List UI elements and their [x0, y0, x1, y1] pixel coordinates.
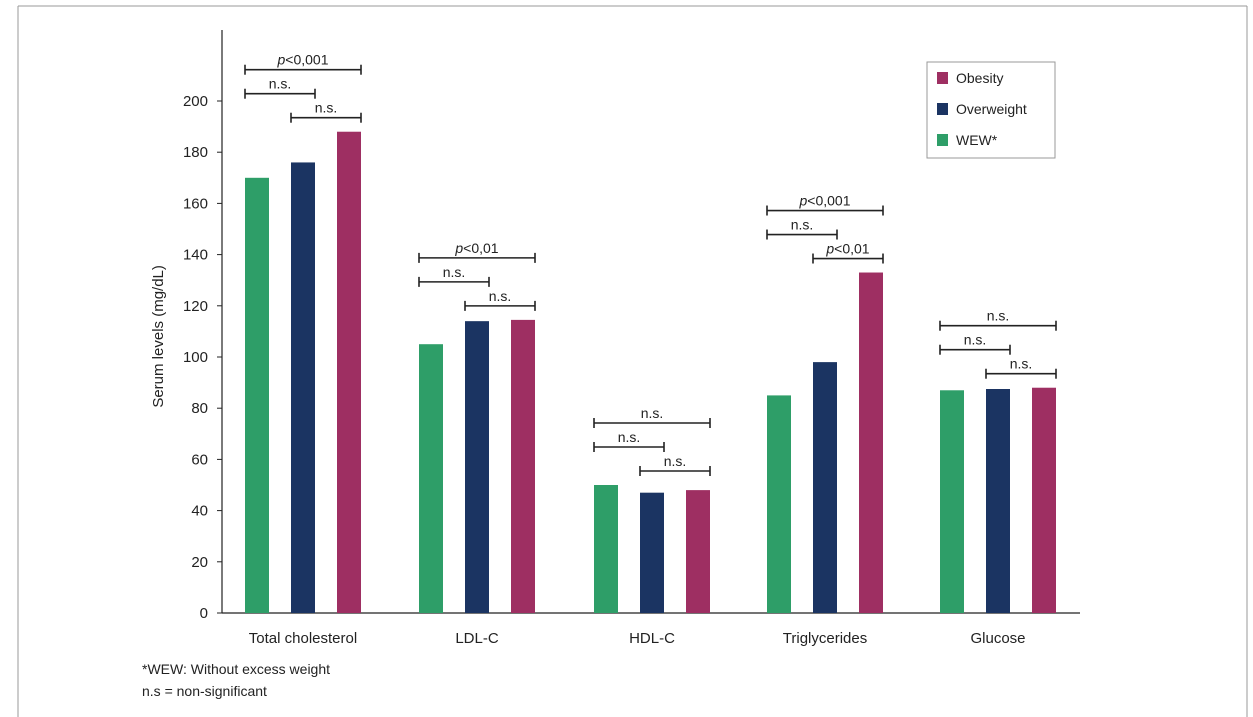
bracket-label: n.s.	[791, 217, 814, 233]
legend-label: WEW*	[956, 132, 998, 148]
y-tick-label: 80	[191, 400, 208, 417]
bar	[986, 389, 1010, 613]
legend: Obesity Overweight WEW*	[926, 61, 1056, 159]
bar	[767, 395, 791, 613]
y-tick-label: 20	[191, 554, 208, 571]
bar	[640, 492, 664, 613]
bar	[594, 485, 618, 613]
footnote-wew: *WEW: Without excess weight	[142, 661, 331, 677]
p-value: <0,01	[463, 240, 499, 256]
p-value: <0,01	[834, 241, 870, 257]
legend-box	[926, 61, 1056, 159]
y-tick-label: 40	[191, 503, 208, 520]
bar	[859, 272, 883, 613]
x-tick-label: LDL-C	[455, 630, 499, 647]
bracket-label: n.s.	[269, 76, 292, 92]
y-tick-label: 180	[183, 144, 208, 161]
p-value: <0,001	[285, 52, 328, 68]
bracket-label: n.s.	[618, 429, 641, 445]
p-symbol: p	[454, 240, 463, 256]
bar	[337, 131, 361, 613]
bracket-label: p<0,001	[276, 52, 328, 68]
y-tick-label: 120	[183, 298, 208, 315]
y-tick-label: 160	[183, 195, 208, 212]
x-tick-label: Triglycerides	[783, 630, 867, 647]
x-tick-label: Glucose	[970, 630, 1025, 647]
y-tick-label: 60	[191, 451, 208, 468]
bar	[291, 162, 315, 613]
bar	[686, 490, 710, 613]
x-tick-label: HDL-C	[629, 630, 675, 647]
bar	[465, 321, 489, 613]
y-tick-label: 200	[183, 93, 208, 110]
bar	[813, 362, 837, 613]
p-symbol: p	[825, 241, 834, 257]
bar	[245, 177, 269, 614]
p-symbol: p	[798, 193, 807, 209]
bar	[940, 390, 964, 613]
bracket-label: n.s.	[987, 308, 1010, 324]
bar	[511, 319, 535, 613]
y-axis-label: Serum levels (mg/dL)	[150, 265, 167, 408]
bar	[1032, 387, 1056, 613]
bracket-label: p<0,01	[825, 241, 869, 257]
y-tick-label: 140	[183, 247, 208, 264]
bracket-label: n.s.	[315, 100, 338, 116]
legend-swatch	[937, 103, 948, 115]
legend-label: Obesity	[956, 70, 1003, 86]
footnote-ns: n.s = non-significant	[142, 683, 267, 699]
x-tick-label: Total cholesterol	[249, 630, 357, 647]
bracket-label: n.s.	[641, 405, 664, 421]
significance-brackets: n.s.p<0,001n.s.n.s.p<0,01n.s.n.s.n.s.n.s…	[244, 52, 1057, 476]
legend-swatch	[937, 134, 948, 146]
legend-swatch	[937, 72, 948, 84]
bracket-label: n.s.	[664, 453, 687, 469]
legend-label: Overweight	[956, 101, 1027, 117]
bracket-label: n.s.	[443, 264, 466, 280]
bracket-label: p<0,01	[454, 240, 498, 256]
bar	[419, 344, 443, 613]
bracket-label: n.s.	[964, 332, 987, 348]
bracket-label: n.s.	[489, 288, 512, 304]
y-tick-label: 0	[200, 605, 208, 622]
p-value: <0,001	[807, 193, 850, 209]
bracket-label: n.s.	[1010, 356, 1033, 372]
bars	[245, 131, 1056, 614]
y-tick-label: 100	[183, 349, 208, 366]
bracket-label: p<0,001	[798, 193, 850, 209]
p-symbol: p	[276, 52, 285, 68]
